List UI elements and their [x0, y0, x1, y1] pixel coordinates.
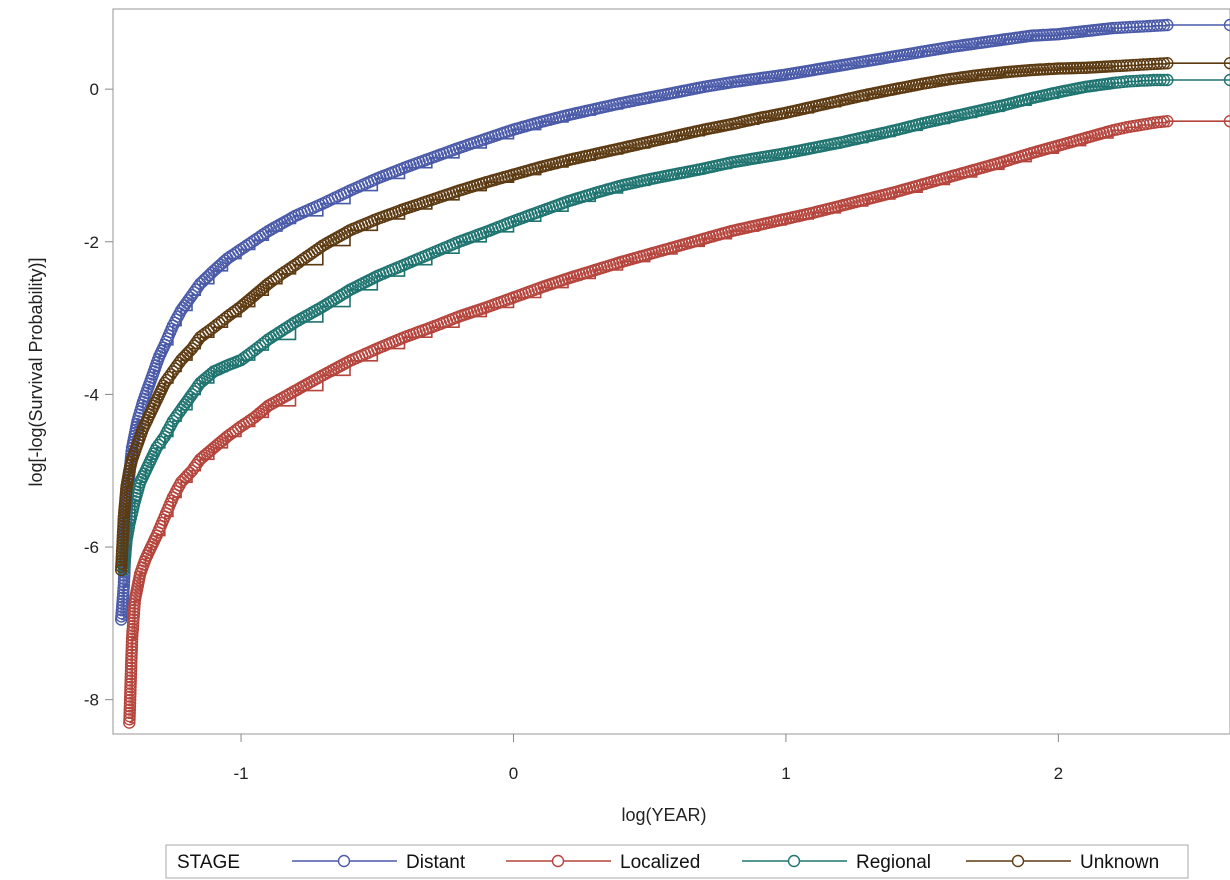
- legend-swatch-marker: [789, 856, 800, 867]
- y-tick-label: -8: [84, 691, 99, 710]
- legend-swatch-marker: [553, 856, 564, 867]
- legend-swatch-marker: [339, 856, 350, 867]
- legend-label: Unknown: [1080, 852, 1159, 873]
- legend-label: Regional: [856, 852, 931, 873]
- legend-label: Distant: [406, 852, 466, 873]
- y-tick-label: -4: [84, 385, 99, 404]
- legend-swatch-marker: [1013, 856, 1024, 867]
- y-tick-label: -6: [84, 538, 99, 557]
- x-axis-title: log(YEAR): [621, 805, 706, 825]
- x-tick-label: 1: [781, 764, 790, 783]
- legend: STAGE Distant Localized Regional Unknown: [166, 845, 1188, 878]
- y-tick-label: 0: [90, 80, 99, 99]
- x-tick-label: 0: [509, 764, 518, 783]
- legend-title: STAGE: [177, 852, 240, 873]
- y-tick-label: -2: [84, 233, 99, 252]
- x-tick-label: -1: [233, 764, 248, 783]
- legend-label: Localized: [620, 852, 700, 873]
- y-axis-title: log[-log(Survival Probability)]: [26, 257, 46, 486]
- x-tick-label: 2: [1054, 764, 1063, 783]
